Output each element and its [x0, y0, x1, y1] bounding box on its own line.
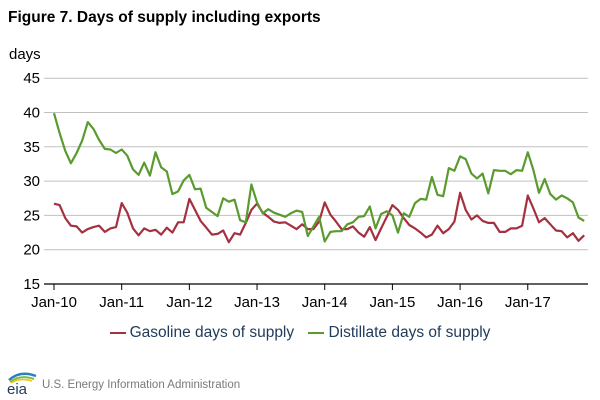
x-tick-label: Jan-11: [99, 294, 144, 311]
x-tick-label: Jan-14: [302, 294, 348, 311]
x-tick-label: Jan-13: [234, 294, 280, 311]
y-axis-label: days: [9, 46, 41, 63]
legend-item-gasoline: Gasoline days of supply: [109, 324, 295, 341]
y-tick-label: 20: [23, 242, 40, 259]
legend-label-gasoline: Gasoline days of supply: [129, 324, 295, 341]
svg-text:eia: eia: [7, 381, 28, 396]
x-tick-label: Jan-10: [31, 294, 77, 311]
x-tick-label: Jan-16: [437, 294, 483, 311]
x-tick-label: Jan-17: [505, 294, 551, 311]
y-tick-label: 25: [23, 207, 40, 224]
legend-item-distillate: Distillate days of supply: [308, 324, 490, 341]
y-tick-label: 40: [23, 105, 40, 122]
chart-title: Figure 7. Days of supply including expor…: [8, 9, 321, 26]
footer-agency: U.S. Energy Information Administration: [42, 379, 241, 391]
y-tick-label: 45: [23, 70, 40, 87]
x-tick-label: Jan-12: [166, 294, 212, 311]
eia-logo-icon: eia: [7, 372, 37, 396]
y-tick-label: 15: [23, 276, 40, 293]
y-tick-label: 35: [23, 139, 40, 156]
legend: Gasoline days of supply Distillate days …: [0, 324, 600, 342]
plot-area: 15 20 25 30 35 40 45 Jan-10 Jan-11 Jan-12 Jan-13 Ja…: [23, 70, 588, 311]
y-tick-label: 30: [23, 173, 40, 190]
legend-swatch-gasoline: [109, 331, 126, 335]
series-line-distillate: [52, 112, 585, 243]
x-tick-label: Jan-15: [369, 294, 415, 311]
legend-label-distillate: Distillate days of supply: [328, 324, 491, 341]
legend-swatch-distillate: [308, 331, 325, 335]
